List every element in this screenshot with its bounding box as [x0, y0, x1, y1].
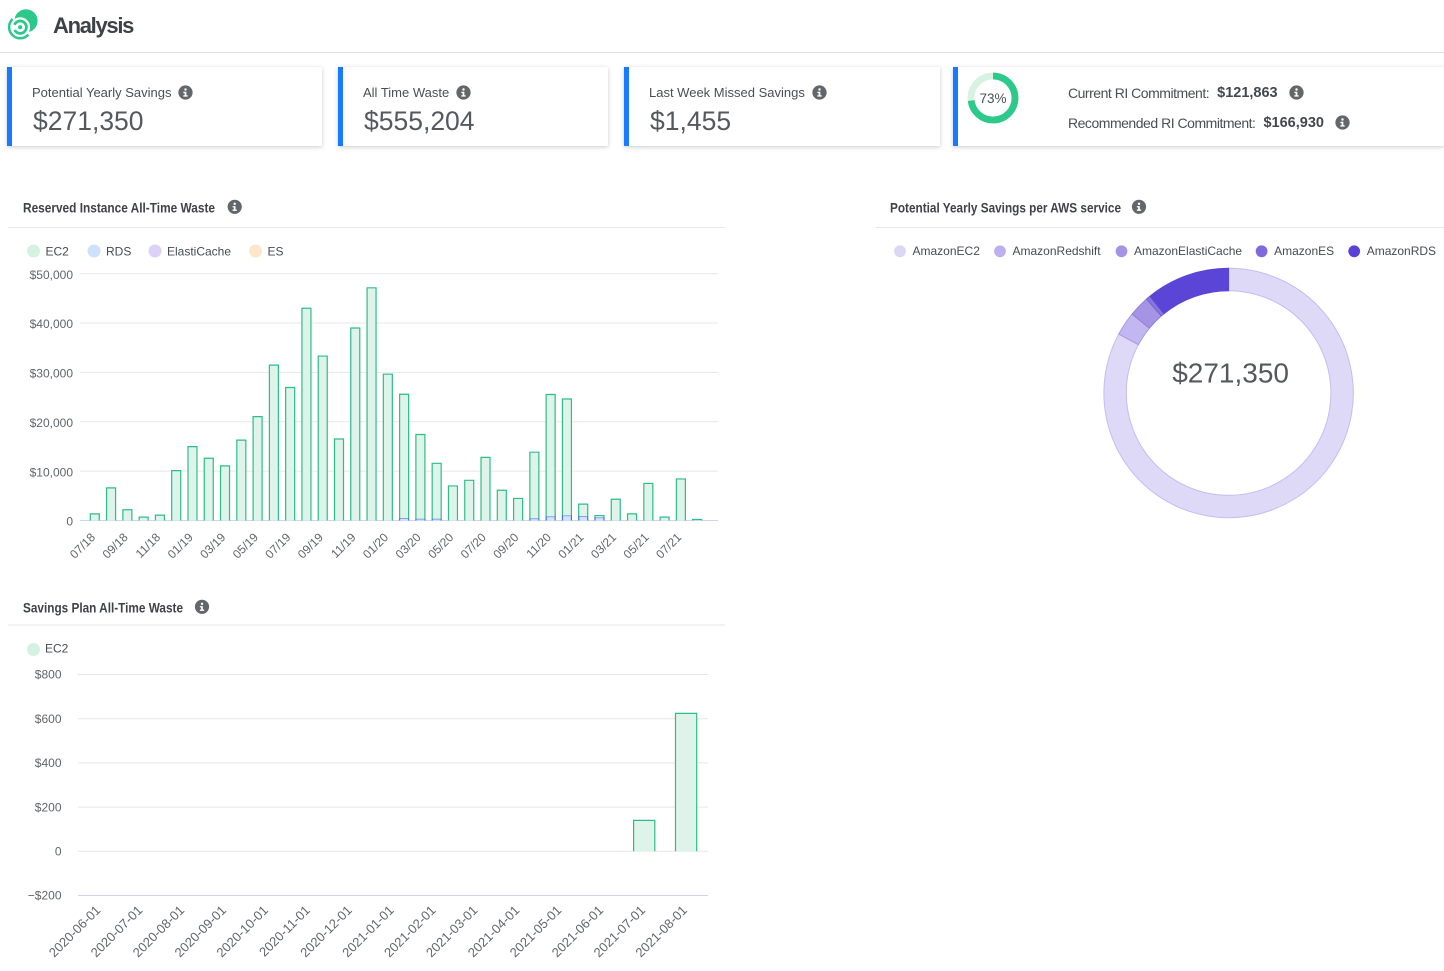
svg-text:AmazonElastiCache: AmazonElastiCache — [1134, 244, 1242, 258]
svg-text:01/21: 01/21 — [555, 530, 586, 561]
svg-text:−$200: −$200 — [28, 889, 62, 903]
svg-text:EC2: EC2 — [46, 244, 70, 258]
svg-text:03/19: 03/19 — [197, 530, 228, 561]
svg-text:07/20: 07/20 — [458, 530, 489, 561]
svg-text:RDS: RDS — [106, 244, 131, 258]
svg-text:$400: $400 — [35, 756, 62, 770]
svg-text:0: 0 — [66, 515, 73, 529]
svg-text:07/19: 07/19 — [262, 530, 293, 561]
svg-text:AmazonRDS: AmazonRDS — [1367, 244, 1436, 258]
svg-text:09/20: 09/20 — [490, 530, 521, 561]
svg-text:$20,000: $20,000 — [30, 416, 74, 430]
svg-text:05/20: 05/20 — [425, 530, 456, 561]
svg-text:05/19: 05/19 — [230, 530, 261, 561]
svg-text:$271,350: $271,350 — [1172, 357, 1289, 388]
svg-text:AmazonES: AmazonES — [1274, 244, 1334, 258]
svg-text:07/18: 07/18 — [67, 530, 98, 561]
svg-text:$10,000: $10,000 — [30, 465, 74, 479]
svg-text:$800: $800 — [35, 668, 62, 682]
svg-text:$50,000: $50,000 — [30, 268, 74, 282]
svg-text:$200: $200 — [35, 800, 62, 814]
svg-text:09/19: 09/19 — [295, 530, 326, 561]
svg-text:ES: ES — [268, 244, 284, 258]
svg-text:$600: $600 — [35, 712, 62, 726]
svg-text:AmazonEC2: AmazonEC2 — [913, 244, 981, 258]
svg-text:$40,000: $40,000 — [30, 317, 74, 331]
svg-text:AmazonRedshift: AmazonRedshift — [1013, 244, 1102, 258]
svg-text:ElastiCache: ElastiCache — [167, 244, 231, 258]
svg-text:11/19: 11/19 — [328, 530, 359, 561]
svg-text:11/18: 11/18 — [133, 530, 164, 561]
svg-text:07/21: 07/21 — [653, 530, 684, 561]
svg-text:05/21: 05/21 — [620, 530, 651, 561]
svg-text:01/19: 01/19 — [165, 530, 196, 561]
svg-text:73%: 73% — [979, 91, 1006, 106]
svg-text:03/21: 03/21 — [588, 530, 619, 561]
svg-text:Savings Plan All-Time Waste: Savings Plan All-Time Waste — [23, 599, 183, 615]
svg-text:Reserved Instance All-Time Was: Reserved Instance All-Time Waste — [23, 199, 215, 215]
svg-text:EC2: EC2 — [45, 642, 69, 656]
svg-text:09/18: 09/18 — [100, 530, 131, 561]
svg-text:Potential Yearly Savings per A: Potential Yearly Savings per AWS service — [890, 199, 1121, 215]
svg-text:01/20: 01/20 — [360, 530, 391, 561]
svg-text:0: 0 — [55, 845, 62, 859]
svg-text:$30,000: $30,000 — [30, 367, 74, 381]
svg-text:11/20: 11/20 — [523, 530, 554, 561]
svg-text:03/20: 03/20 — [393, 530, 424, 561]
